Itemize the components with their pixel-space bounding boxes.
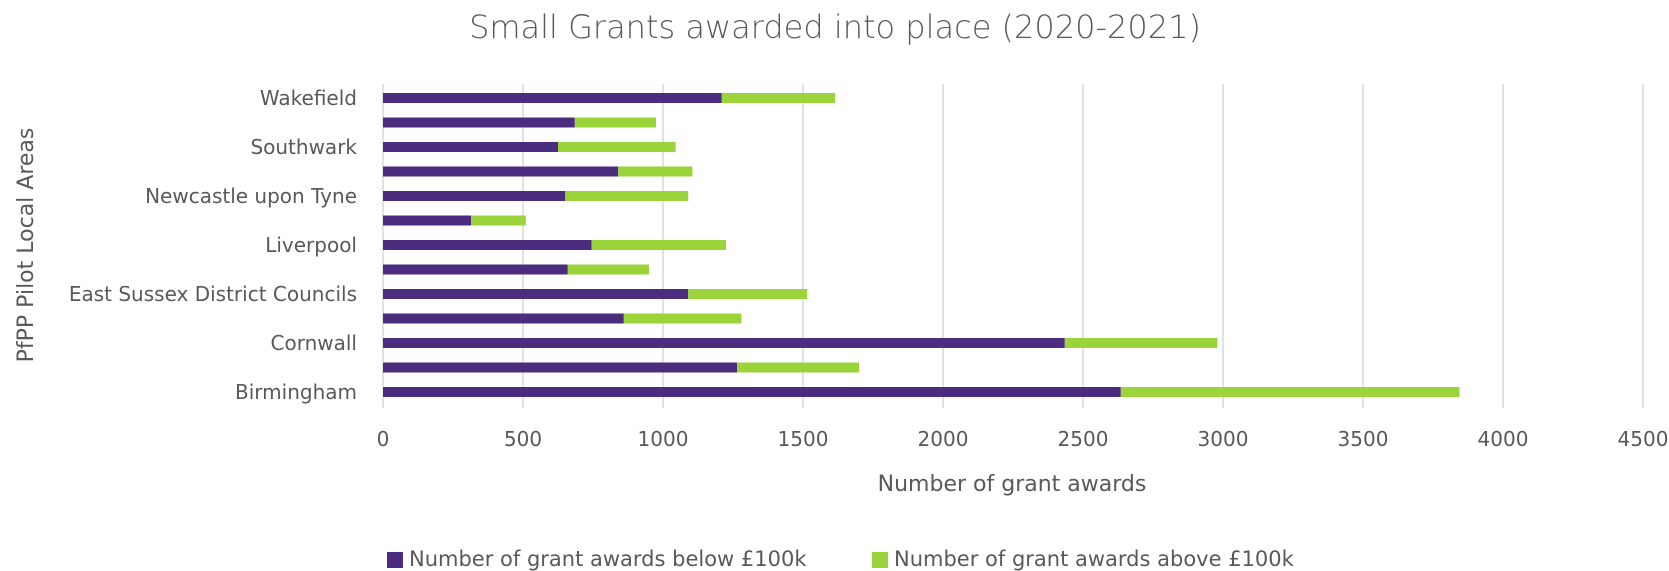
bar-segment-above-100k: [574, 117, 656, 128]
x-axis-title: Number of grant awards: [878, 472, 1147, 497]
bar-segment-below-100k: [383, 289, 689, 299]
bar-segment-below-100k: [383, 264, 568, 275]
category-label: Liverpool: [265, 233, 357, 257]
y-axis-title: PfPP Pilot Local Areas: [14, 128, 39, 363]
x-tick-label: 1000: [638, 427, 689, 451]
bar-segment-above-100k: [721, 93, 836, 103]
x-tick-label: 3000: [1198, 427, 1249, 451]
x-tick-label: 3500: [1338, 427, 1389, 451]
x-tick-labels: 0 500 1000 1500 2000 2500 3000 3500 4000 4500: [377, 427, 1669, 451]
x-tick-label: 2000: [918, 427, 969, 451]
bar-segment-below-100k: [383, 387, 1121, 397]
bar-segment-above-100k: [591, 240, 726, 250]
bar-segment-above-100k: [558, 142, 676, 152]
bar-segment-below-100k: [383, 142, 558, 152]
category-label: Wakefield: [260, 86, 357, 110]
bar-segment-above-100k: [688, 289, 808, 299]
legend-label-above-100k: Number of grant awards above £100k: [894, 547, 1295, 571]
bar-segment-below-100k: [383, 191, 565, 201]
gridlines: [382, 84, 1644, 408]
legend-swatch-above-100k: [872, 552, 888, 568]
bar-segment-above-100k: [565, 191, 689, 201]
category-label: Newcastle upon Tyne: [145, 184, 357, 208]
bar-segment-above-100k: [1064, 338, 1218, 348]
category-label: East Sussex District Councils: [69, 282, 357, 306]
bar-segment-below-100k: [383, 362, 738, 373]
x-tick-label: 2500: [1058, 427, 1109, 451]
x-tick-label: 1500: [778, 427, 829, 451]
bar-segment-below-100k: [383, 117, 575, 128]
legend: Number of grant awards below £100k Numbe…: [387, 547, 1295, 571]
bar-segment-above-100k: [471, 215, 526, 226]
legend-label-below-100k: Number of grant awards below £100k: [409, 547, 807, 571]
bar-segment-above-100k: [567, 264, 649, 275]
x-tick-label: 4000: [1478, 427, 1529, 451]
x-tick-label: 500: [504, 427, 542, 451]
bar-segment-below-100k: [383, 166, 619, 177]
x-tick-label: 0: [377, 427, 390, 451]
bar-segment-below-100k: [383, 313, 624, 324]
bars: [383, 93, 1460, 397]
category-label: Southwark: [250, 135, 357, 159]
bar-segment-above-100k: [1120, 387, 1460, 397]
bar-segment-above-100k: [618, 166, 693, 177]
bar-segment-above-100k: [737, 362, 859, 373]
bar-segment-below-100k: [383, 240, 592, 250]
bar-segment-below-100k: [383, 93, 722, 103]
category-label: Birmingham: [235, 380, 357, 404]
x-tick-label: 4500: [1618, 427, 1669, 451]
bar-segment-below-100k: [383, 338, 1065, 348]
chart-title: Small Grants awarded into place (2020-20…: [469, 8, 1201, 46]
category-labels: Wakefield Southwark Newcastle upon Tyne Liv…: [69, 86, 358, 404]
bar-segment-above-100k: [623, 313, 742, 324]
legend-swatch-below-100k: [387, 552, 403, 568]
category-label: Cornwall: [271, 331, 357, 355]
bar-segment-below-100k: [383, 215, 472, 226]
